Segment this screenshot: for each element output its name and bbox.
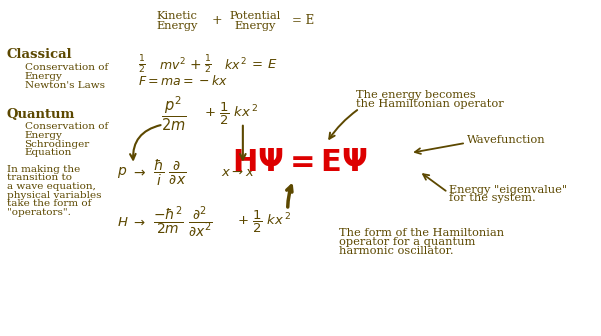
Text: In making the: In making the: [7, 165, 80, 173]
Text: Energy: Energy: [25, 131, 63, 140]
Text: The energy becomes: The energy becomes: [356, 90, 476, 100]
Text: Conservation of: Conservation of: [25, 122, 108, 131]
Text: $\rightarrow$: $\rightarrow$: [131, 216, 146, 229]
Text: "operators".: "operators".: [7, 208, 70, 217]
Text: Newton's Laws: Newton's Laws: [25, 81, 105, 89]
Text: Potential: Potential: [229, 11, 281, 21]
Text: Equation: Equation: [25, 149, 72, 158]
Text: Wavefunction: Wavefunction: [467, 135, 546, 145]
Text: The form of the Hamiltonian: The form of the Hamiltonian: [338, 228, 504, 238]
Text: $+$: $+$: [189, 58, 201, 72]
Text: $H$: $H$: [117, 216, 129, 229]
Text: for the system.: for the system.: [449, 194, 536, 204]
Text: $+\ \dfrac{1}{2}\ kx^{\,2}$: $+\ \dfrac{1}{2}\ kx^{\,2}$: [204, 100, 258, 127]
Text: $\mathbf{H\Psi = E\Psi}$: $\mathbf{H\Psi = E\Psi}$: [231, 149, 368, 177]
Text: $+\ \dfrac{1}{2}\ kx^{\,2}$: $+\ \dfrac{1}{2}\ kx^{\,2}$: [237, 209, 291, 235]
Text: Energy: Energy: [156, 21, 198, 31]
Text: $\frac{1}{2}$: $\frac{1}{2}$: [204, 54, 212, 76]
Text: Quantum: Quantum: [7, 108, 75, 121]
Text: Conservation of: Conservation of: [25, 63, 108, 72]
Text: transition to: transition to: [7, 173, 72, 182]
Text: $x \rightarrow x$: $x \rightarrow x$: [221, 166, 255, 179]
Text: $\dfrac{-\hbar^2}{2m}\ \dfrac{\partial^2}{\partial x^2}$: $\dfrac{-\hbar^2}{2m}\ \dfrac{\partial^2…: [153, 204, 212, 240]
Text: $\dfrac{\hbar}{i}\ \dfrac{\partial}{\partial x}$: $\dfrac{\hbar}{i}\ \dfrac{\partial}{\par…: [153, 157, 186, 187]
Text: Energy "eigenvalue": Energy "eigenvalue": [449, 185, 567, 195]
Text: Classical: Classical: [7, 48, 72, 61]
Text: take the form of: take the form of: [7, 199, 91, 208]
Text: physical variables: physical variables: [7, 191, 101, 200]
Text: harmonic oscillator.: harmonic oscillator.: [338, 246, 453, 256]
Text: $p$: $p$: [117, 165, 127, 180]
Text: $kx^{\,2}$: $kx^{\,2}$: [224, 57, 247, 73]
Text: $mv^2$: $mv^2$: [159, 57, 186, 73]
Text: operator for a quantum: operator for a quantum: [338, 237, 475, 247]
Text: = E: = E: [293, 14, 315, 27]
Text: Energy: Energy: [234, 21, 275, 31]
Text: $= \, E$: $= \, E$: [249, 58, 278, 72]
Text: $\frac{1}{2}$: $\frac{1}{2}$: [138, 54, 146, 76]
Text: $\dfrac{p^2}{2m}$: $\dfrac{p^2}{2m}$: [161, 94, 186, 133]
Text: Kinetic: Kinetic: [157, 11, 198, 21]
Text: $\rightarrow$: $\rightarrow$: [131, 165, 147, 179]
Text: +: +: [212, 14, 222, 27]
Text: Energy: Energy: [25, 72, 63, 81]
Text: the Hamiltonian operator: the Hamiltonian operator: [356, 99, 504, 109]
Text: Schrodinger: Schrodinger: [25, 140, 90, 149]
Text: a wave equation,: a wave equation,: [7, 182, 96, 191]
Text: $F = ma = -kx$: $F = ma = -kx$: [138, 74, 228, 88]
